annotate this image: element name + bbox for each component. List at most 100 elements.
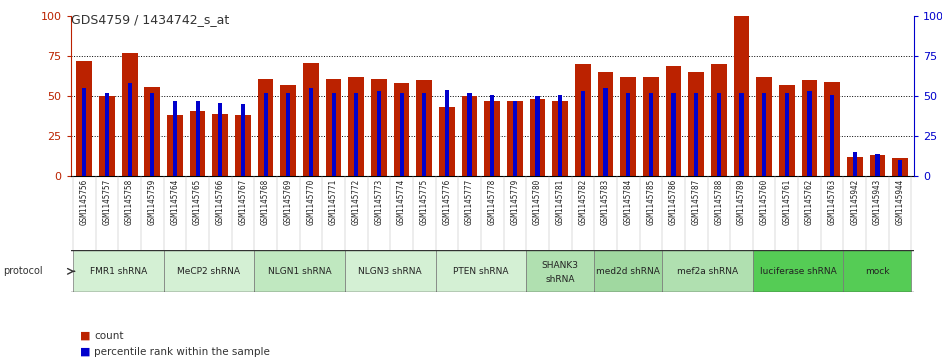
Text: NLGN1 shRNA: NLGN1 shRNA: [268, 267, 332, 276]
Bar: [529, 99, 545, 176]
Bar: [847, 157, 863, 176]
Bar: [399, 93, 403, 176]
Bar: [649, 93, 653, 176]
Bar: [371, 79, 387, 176]
Text: GSM1145772: GSM1145772: [351, 178, 361, 225]
Text: PTEN shRNA: PTEN shRNA: [453, 267, 509, 276]
Bar: [694, 93, 698, 176]
Bar: [898, 160, 902, 176]
Bar: [892, 159, 908, 176]
Bar: [286, 93, 290, 176]
Text: luciferase shRNA: luciferase shRNA: [760, 267, 836, 276]
Bar: [416, 80, 432, 176]
Text: GSM1145760: GSM1145760: [759, 178, 769, 225]
Bar: [76, 61, 92, 176]
Text: GSM1145770: GSM1145770: [306, 178, 316, 225]
Text: GSM1145766: GSM1145766: [216, 178, 225, 225]
Text: GSM1145774: GSM1145774: [397, 178, 406, 225]
Bar: [662, 250, 753, 292]
Text: GSM1145777: GSM1145777: [465, 178, 474, 225]
Text: GSM1145779: GSM1145779: [511, 178, 519, 225]
Text: GSM1145756: GSM1145756: [80, 178, 89, 225]
Text: mock: mock: [866, 267, 890, 276]
Bar: [689, 72, 704, 176]
Bar: [189, 111, 205, 176]
Text: GSM1145784: GSM1145784: [624, 178, 633, 225]
Bar: [830, 95, 835, 176]
Text: GSM1145781: GSM1145781: [556, 178, 564, 225]
Bar: [435, 250, 527, 292]
Bar: [445, 90, 449, 176]
Bar: [672, 93, 675, 176]
Bar: [779, 85, 795, 176]
Bar: [734, 16, 750, 176]
Text: SHANK3: SHANK3: [542, 261, 578, 270]
Bar: [462, 96, 478, 176]
Text: GSM1145776: GSM1145776: [443, 178, 451, 225]
Bar: [869, 155, 885, 176]
Text: GSM1145767: GSM1145767: [238, 178, 248, 225]
Bar: [150, 93, 154, 176]
Bar: [349, 77, 365, 176]
Bar: [785, 93, 788, 176]
Text: shRNA: shRNA: [545, 275, 575, 284]
Bar: [853, 152, 857, 176]
Text: GSM1145942: GSM1145942: [851, 178, 859, 225]
Text: NLGN3 shRNA: NLGN3 shRNA: [358, 267, 422, 276]
Bar: [807, 91, 811, 176]
Text: FMR1 shRNA: FMR1 shRNA: [89, 267, 147, 276]
Bar: [99, 96, 115, 176]
Text: GSM1145786: GSM1145786: [669, 178, 678, 225]
Bar: [802, 80, 818, 176]
Bar: [739, 93, 743, 176]
Text: protocol: protocol: [3, 266, 42, 276]
Bar: [332, 93, 335, 176]
Text: GSM1145759: GSM1145759: [148, 178, 156, 225]
Text: GSM1145788: GSM1145788: [714, 178, 723, 225]
Text: GSM1145775: GSM1145775: [420, 178, 429, 225]
Bar: [326, 79, 342, 176]
Bar: [439, 107, 455, 176]
Bar: [377, 91, 381, 176]
Text: GSM1145771: GSM1145771: [329, 178, 338, 225]
Text: GDS4759 / 1434742_s_at: GDS4759 / 1434742_s_at: [71, 13, 229, 26]
Bar: [642, 77, 658, 176]
Text: GSM1145944: GSM1145944: [896, 178, 904, 225]
Bar: [105, 93, 109, 176]
Bar: [303, 63, 318, 176]
Bar: [620, 77, 636, 176]
Bar: [762, 93, 766, 176]
Bar: [122, 53, 138, 176]
Text: count: count: [94, 331, 123, 341]
Text: mef2a shRNA: mef2a shRNA: [677, 267, 739, 276]
Text: GSM1145762: GSM1145762: [805, 178, 814, 225]
Bar: [711, 64, 727, 176]
Bar: [127, 83, 132, 176]
Bar: [241, 104, 245, 176]
Bar: [597, 72, 613, 176]
Bar: [219, 103, 222, 176]
Bar: [254, 250, 345, 292]
Text: GSM1145765: GSM1145765: [193, 178, 203, 225]
Text: GSM1145778: GSM1145778: [488, 178, 496, 225]
Bar: [212, 114, 228, 176]
Text: ■: ■: [80, 331, 90, 341]
Bar: [594, 250, 662, 292]
Bar: [717, 93, 721, 176]
Bar: [309, 88, 313, 176]
Bar: [235, 115, 251, 176]
Bar: [843, 250, 912, 292]
Bar: [512, 101, 517, 176]
Bar: [196, 101, 200, 176]
Bar: [164, 250, 254, 292]
Bar: [507, 101, 523, 176]
Bar: [535, 96, 540, 176]
Text: GSM1145789: GSM1145789: [737, 178, 746, 225]
Text: GSM1145782: GSM1145782: [578, 178, 588, 225]
Text: MeCP2 shRNA: MeCP2 shRNA: [177, 267, 240, 276]
Bar: [753, 250, 843, 292]
Bar: [490, 95, 495, 176]
Text: GSM1145757: GSM1145757: [103, 178, 111, 225]
Bar: [422, 93, 426, 176]
Bar: [604, 88, 608, 176]
